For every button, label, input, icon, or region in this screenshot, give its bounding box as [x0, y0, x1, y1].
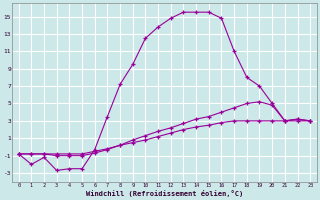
X-axis label: Windchill (Refroidissement éolien,°C): Windchill (Refroidissement éolien,°C) [86, 190, 243, 197]
